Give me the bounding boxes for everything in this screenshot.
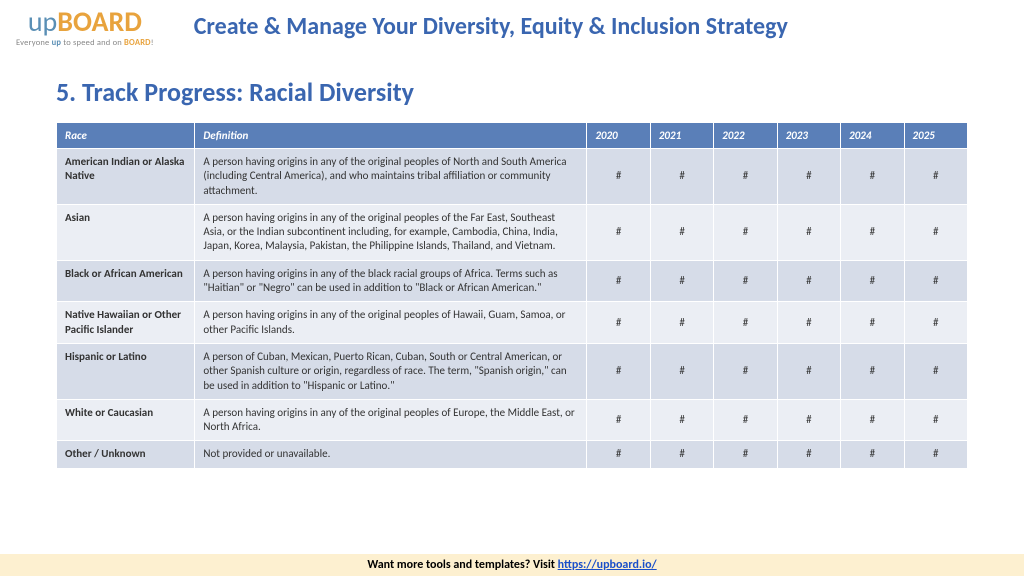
cell-race: American Indian or Alaska Native [57, 149, 195, 205]
cell-value: # [650, 302, 713, 344]
col-race: Race [57, 123, 195, 149]
table-row: Other / UnknownNot provided or unavailab… [57, 441, 968, 468]
cell-value: # [650, 260, 713, 302]
cell-definition: A person of Cuban, Mexican, Puerto Rican… [195, 343, 587, 399]
cell-value: # [587, 343, 650, 399]
cell-value: # [587, 149, 650, 205]
col-2025: 2025 [904, 123, 967, 149]
cell-value: # [904, 204, 967, 260]
cell-value: # [841, 343, 904, 399]
cell-value: # [841, 204, 904, 260]
cell-value: # [714, 441, 777, 468]
cell-race: White or Caucasian [57, 399, 195, 441]
footer-text: Want more tools and templates? Visit [367, 558, 557, 572]
logo-main: upBOARD [28, 8, 142, 36]
col-definition: Definition [195, 123, 587, 149]
cell-race: Native Hawaiian or Other Pacific Islande… [57, 302, 195, 344]
page-title: Create & Manage Your Diversity, Equity &… [194, 12, 788, 41]
cell-value: # [841, 149, 904, 205]
footer-bar: Want more tools and templates? Visit htt… [0, 554, 1024, 576]
cell-value: # [904, 149, 967, 205]
table-row: American Indian or Alaska NativeA person… [57, 149, 968, 205]
cell-value: # [714, 343, 777, 399]
logo: upBOARD Everyone up to speed and on BOAR… [16, 8, 154, 48]
diversity-table: Race Definition 2020 2021 2022 2023 2024… [56, 122, 968, 469]
cell-value: # [587, 260, 650, 302]
cell-definition: A person having origins in any of the or… [195, 149, 587, 205]
cell-definition: A person having origins in any of the or… [195, 302, 587, 344]
cell-value: # [587, 399, 650, 441]
table-row: White or CaucasianA person having origin… [57, 399, 968, 441]
cell-value: # [904, 399, 967, 441]
table-header-row: Race Definition 2020 2021 2022 2023 2024… [57, 123, 968, 149]
cell-value: # [714, 399, 777, 441]
cell-value: # [714, 302, 777, 344]
cell-race: Asian [57, 204, 195, 260]
cell-value: # [777, 302, 840, 344]
cell-value: # [777, 399, 840, 441]
page-header: upBOARD Everyone up to speed and on BOAR… [0, 0, 1024, 48]
section-title: 5. Track Progress: Racial Diversity [56, 76, 1024, 108]
cell-value: # [777, 149, 840, 205]
cell-value: # [841, 302, 904, 344]
cell-definition: A person having origins in any of the or… [195, 204, 587, 260]
cell-value: # [777, 204, 840, 260]
cell-value: # [714, 204, 777, 260]
cell-value: # [650, 399, 713, 441]
cell-value: # [841, 399, 904, 441]
col-2021: 2021 [650, 123, 713, 149]
table-row: Hispanic or LatinoA person of Cuban, Mex… [57, 343, 968, 399]
logo-tagline: Everyone up to speed and on BOARD! [16, 38, 154, 48]
cell-value: # [650, 149, 713, 205]
table-row: Black or African AmericanA person having… [57, 260, 968, 302]
col-2020: 2020 [587, 123, 650, 149]
col-2022: 2022 [714, 123, 777, 149]
cell-value: # [841, 260, 904, 302]
cell-value: # [777, 343, 840, 399]
table-row: Native Hawaiian or Other Pacific Islande… [57, 302, 968, 344]
cell-value: # [587, 441, 650, 468]
col-2024: 2024 [841, 123, 904, 149]
cell-race: Other / Unknown [57, 441, 195, 468]
cell-definition: Not provided or unavailable. [195, 441, 587, 468]
diversity-table-wrap: Race Definition 2020 2021 2022 2023 2024… [56, 122, 968, 469]
cell-value: # [777, 260, 840, 302]
footer-link[interactable]: https://upboard.io/ [558, 558, 657, 572]
cell-value: # [904, 260, 967, 302]
table-row: AsianA person having origins in any of t… [57, 204, 968, 260]
cell-value: # [650, 441, 713, 468]
cell-value: # [904, 343, 967, 399]
cell-value: # [650, 204, 713, 260]
cell-value: # [714, 260, 777, 302]
cell-value: # [650, 343, 713, 399]
table-body: American Indian or Alaska NativeA person… [57, 149, 968, 469]
cell-value: # [587, 204, 650, 260]
cell-value: # [904, 441, 967, 468]
cell-value: # [587, 302, 650, 344]
cell-definition: A person having origins in any of the or… [195, 399, 587, 441]
col-2023: 2023 [777, 123, 840, 149]
cell-race: Black or African American [57, 260, 195, 302]
cell-value: # [714, 149, 777, 205]
cell-value: # [904, 302, 967, 344]
logo-board: BOARD [57, 4, 142, 39]
logo-up: up [28, 4, 57, 39]
cell-value: # [841, 441, 904, 468]
cell-definition: A person having origins in any of the bl… [195, 260, 587, 302]
cell-value: # [777, 441, 840, 468]
cell-race: Hispanic or Latino [57, 343, 195, 399]
